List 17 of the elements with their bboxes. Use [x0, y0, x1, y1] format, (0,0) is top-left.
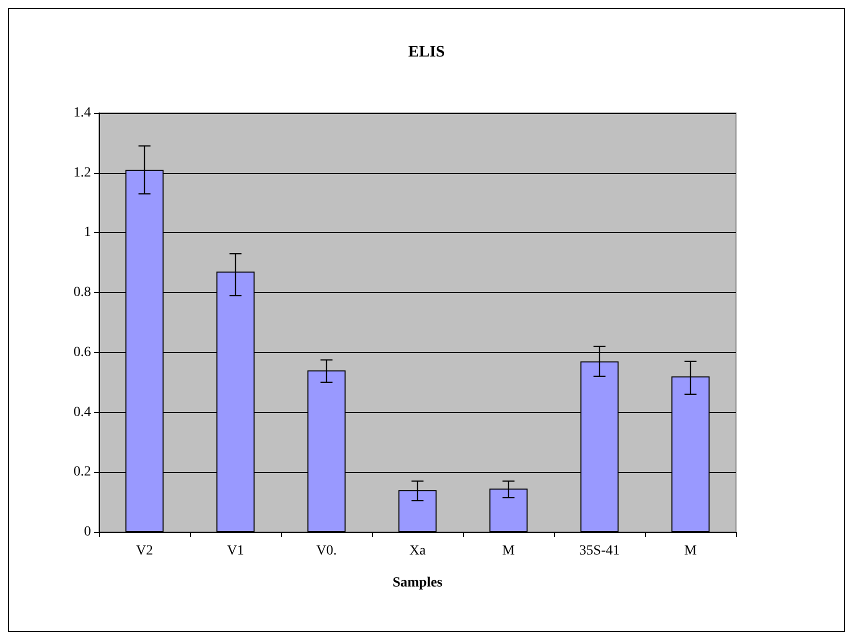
x-tick-label: V1: [226, 544, 244, 558]
y-tick-label: 1.4: [74, 106, 91, 120]
y-tick-label: 1.2: [74, 165, 91, 180]
x-tick-label: M: [684, 544, 698, 558]
x-tick-label: V2: [136, 544, 154, 558]
x-axis-title: Samples: [392, 576, 443, 590]
y-tick-label: 1: [84, 225, 91, 240]
y-tick-label: 0.4: [74, 404, 91, 420]
x-tick-label: Xa: [409, 544, 426, 558]
x-tick-label: M: [502, 544, 516, 558]
y-tick-label: 0.2: [74, 464, 91, 480]
chart-title: ELIS: [408, 44, 445, 60]
y-tick-label: 0.6: [74, 344, 91, 360]
y-tick-label: 0: [84, 524, 91, 540]
x-tick-label: V0.: [316, 544, 337, 558]
x-tick-label: 35S-41: [579, 544, 620, 558]
y-tick-label: 0.8: [74, 285, 91, 300]
